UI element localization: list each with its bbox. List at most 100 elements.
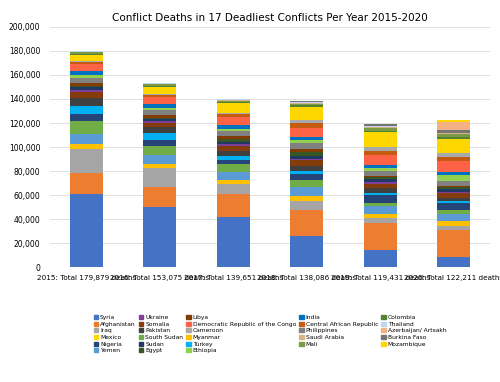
Bar [144,115,176,118]
Bar [217,100,250,101]
Bar [290,120,323,123]
Bar [217,146,250,151]
Bar [217,136,250,139]
Bar [437,137,470,139]
Bar [437,154,470,157]
Bar [144,94,176,95]
Bar [144,104,176,108]
Bar [70,173,103,194]
Bar [290,171,323,174]
Bar [217,194,250,217]
Bar [364,168,396,171]
Bar [364,128,396,131]
Bar [290,137,323,140]
Bar [290,187,323,196]
Bar [144,155,176,164]
Bar [70,86,103,87]
Bar [217,117,250,125]
Bar [217,217,250,267]
Bar [70,121,103,134]
Bar [144,86,176,87]
Bar [144,108,176,110]
Bar [70,52,103,53]
Bar [290,107,323,120]
Bar [364,126,396,127]
Bar [364,131,396,133]
Bar [437,189,470,192]
Bar [70,64,103,71]
Bar [217,144,250,146]
Bar [364,184,396,188]
Bar [364,171,396,176]
Bar [144,128,176,133]
Bar [217,103,250,113]
Bar [437,203,470,210]
Bar [437,187,470,189]
Title: Conflict Deaths in 17 Deadliest Conflicts Per Year 2015-2020: Conflict Deaths in 17 Deadliest Conflict… [112,13,428,23]
Bar [144,133,176,139]
Bar [364,223,396,250]
Bar [364,151,396,155]
Bar [437,181,470,186]
Bar [217,151,250,156]
Bar [70,92,103,97]
Bar [290,155,323,159]
Bar [70,53,103,55]
Bar [437,257,470,267]
Bar [217,139,250,142]
Bar [290,149,323,152]
Bar [290,210,323,236]
Bar [437,210,470,214]
Bar [290,104,323,105]
Bar [217,156,250,160]
Bar [437,226,470,230]
Bar [364,176,396,177]
Bar [144,84,176,86]
Bar [70,62,103,64]
Bar [290,196,323,201]
Bar [217,131,250,136]
Bar [364,177,396,179]
Bar [290,160,323,167]
Bar [290,103,323,104]
Bar [364,124,396,125]
Bar [70,97,103,105]
Bar [437,192,470,194]
Bar [70,113,103,121]
Bar [217,113,250,114]
Bar [437,198,470,201]
Bar [437,230,470,257]
Bar [437,139,470,154]
Bar [364,195,396,202]
Bar [144,146,176,155]
Bar [217,184,250,194]
Bar [290,102,323,103]
Bar [290,143,323,149]
Bar [290,236,323,267]
Bar [437,129,470,133]
Bar [437,221,470,226]
Bar [290,159,323,160]
Bar [437,214,470,221]
Bar [217,99,250,100]
Bar [437,161,470,172]
Bar [364,147,396,151]
Bar [437,201,470,203]
Bar [217,101,250,102]
Bar [70,61,103,62]
Bar [144,95,176,97]
Bar [70,149,103,173]
Bar [144,83,176,84]
Bar [217,102,250,103]
Bar [70,90,103,92]
Bar [364,127,396,128]
Bar [437,122,470,129]
Bar [217,125,250,129]
Bar [217,142,250,144]
Bar [437,120,470,122]
Bar [290,201,323,210]
Bar [364,179,396,182]
Bar [144,164,176,168]
Bar [290,105,323,107]
Bar [144,87,176,94]
